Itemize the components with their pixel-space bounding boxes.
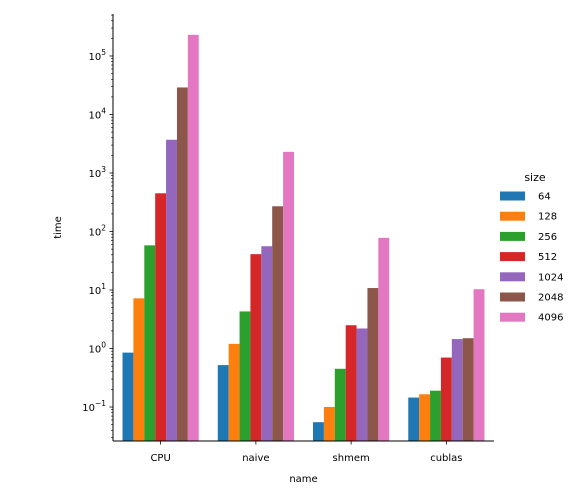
bar-CPU-1024 xyxy=(166,139,177,441)
bar-naive-2048 xyxy=(272,206,284,441)
legend-swatch xyxy=(500,292,525,302)
legend-swatch xyxy=(500,312,525,322)
bar-shmem-1024 xyxy=(356,328,368,441)
bar-cublas-128 xyxy=(419,394,431,441)
legend-swatch xyxy=(500,272,525,282)
x-tick-label: cublas xyxy=(430,453,462,464)
legend-title: size xyxy=(524,171,546,184)
legend-label: 128 xyxy=(538,212,557,223)
bar-shmem-64 xyxy=(313,422,324,441)
bar-naive-256 xyxy=(239,311,251,441)
bar-shmem-128 xyxy=(323,407,335,441)
bar-shmem-2048 xyxy=(367,288,379,441)
x-axis-label: name xyxy=(289,474,317,485)
legend-swatch xyxy=(500,231,525,241)
y-tick-label: 10−1 xyxy=(82,399,106,414)
bar-shmem-4096 xyxy=(378,237,390,441)
legend-label: 2048 xyxy=(538,293,563,304)
legend-items: 64 128 256 512 1024 2048 4096 xyxy=(500,191,563,324)
bar-cublas-4096 xyxy=(473,289,485,441)
bar-CPU-4096 xyxy=(187,34,199,442)
bar-naive-512 xyxy=(250,254,262,441)
x-tick-label: CPU xyxy=(150,453,170,464)
bar-CPU-512 xyxy=(155,193,167,441)
legend-label: 64 xyxy=(538,192,551,203)
legend-label: 4096 xyxy=(538,313,563,324)
bar-naive-64 xyxy=(217,365,229,441)
y-tick-label: 103 xyxy=(88,165,106,180)
bar-cublas-2048 xyxy=(462,338,474,441)
y-tick-label: 102 xyxy=(88,224,106,239)
x-axis-ticks: CPU naive shmem cublas xyxy=(150,441,463,464)
bar-cublas-64 xyxy=(408,397,420,441)
legend-label: 512 xyxy=(538,252,557,263)
bar-naive-4096 xyxy=(283,151,294,441)
y-tick-label: 105 xyxy=(88,48,106,63)
y-tick-label: 104 xyxy=(88,107,106,122)
y-axis-ticks: 10−1 100 101 102 103 104 105 xyxy=(82,14,113,438)
legend-swatch xyxy=(500,252,525,262)
y-tick-label: 100 xyxy=(88,341,106,356)
legend-swatch xyxy=(500,191,525,201)
y-axis-label: time xyxy=(53,216,64,239)
bar-naive-1024 xyxy=(261,246,273,441)
x-tick-label: shmem xyxy=(333,453,370,464)
bar-CPU-64 xyxy=(122,352,134,441)
bar-cublas-1024 xyxy=(451,339,463,441)
legend-label: 1024 xyxy=(538,272,563,283)
bar-CPU-128 xyxy=(133,298,145,441)
bar-naive-128 xyxy=(228,343,240,441)
legend-swatch xyxy=(500,211,525,221)
bars-group xyxy=(122,34,485,442)
bar-CPU-2048 xyxy=(176,87,188,441)
bar-cublas-512 xyxy=(440,357,452,441)
x-tick-label: naive xyxy=(242,453,269,464)
bar-shmem-512 xyxy=(345,325,357,441)
bar-cublas-256 xyxy=(430,390,441,441)
bar-shmem-256 xyxy=(334,368,346,441)
legend: size 64 128 256 512 1024 2048 4096 xyxy=(500,171,563,324)
legend-label: 256 xyxy=(538,232,557,243)
bar-CPU-256 xyxy=(144,245,156,441)
y-tick-label: 101 xyxy=(88,282,106,297)
